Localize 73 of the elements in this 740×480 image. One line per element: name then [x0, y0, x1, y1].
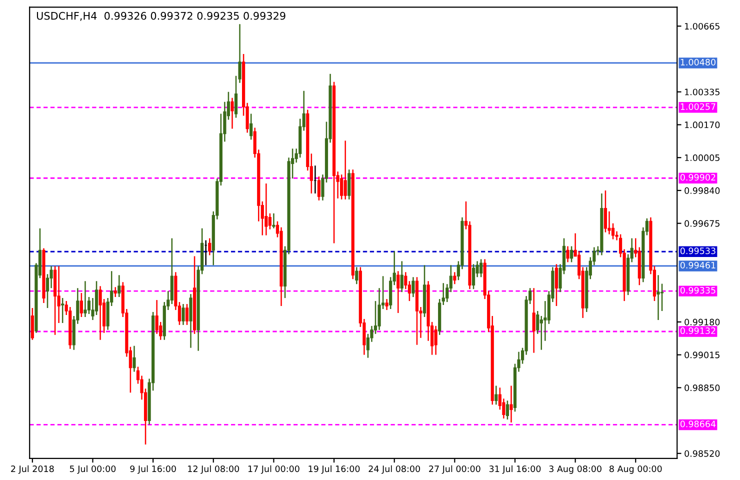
y-tick-label: 1.00005 [685, 154, 720, 162]
candlestick [660, 283, 664, 312]
x-tick-label: 19 Jul 16:00 [308, 465, 360, 474]
candlestick [268, 212, 272, 230]
candlestick [185, 303, 189, 326]
candlestick [554, 264, 558, 307]
ref-line-label: 1.00480 [680, 58, 716, 66]
x-tick-label: 9 Jul 16:00 [130, 465, 176, 474]
candlestick [80, 292, 83, 318]
candlestick [385, 298, 388, 311]
candlestick [94, 280, 98, 316]
candlestick [453, 272, 456, 285]
chart-title: USDCHF,H4 0.99326 0.99372 0.99235 0.99329 [36, 12, 286, 21]
y-tick-label: 0.99840 [684, 187, 720, 194]
y-tick-label: 1.00170 [685, 122, 720, 128]
candlestick [570, 246, 574, 263]
candlestick [230, 97, 234, 130]
candlestick [536, 310, 540, 335]
x-tick-label: 31 Jul 16:00 [489, 465, 541, 474]
x-tick-label: 27 Jul 00:00 [429, 465, 480, 474]
ref-line-label: 0.99902 [680, 174, 716, 181]
candlestick [132, 345, 136, 372]
candlestick [189, 293, 192, 348]
candlestick [566, 246, 570, 263]
y-tick-label: 0.99675 [684, 220, 720, 227]
y-tick-label: 0.98850 [684, 384, 720, 392]
y-tick-label: 0.99015 [684, 352, 720, 358]
candlestick [250, 113, 253, 140]
candlestick [208, 238, 212, 256]
candlestick [355, 266, 358, 285]
x-tick-label: 5 Jul 00:00 [70, 465, 116, 474]
candlestick [344, 140, 347, 200]
candlestick [396, 270, 400, 314]
candlestick [30, 307, 34, 340]
y-tick-label: 1.00335 [685, 88, 720, 96]
candlestick [264, 182, 268, 236]
candlestick [317, 176, 320, 202]
candlestick [348, 168, 351, 200]
x-tick-label: 3 Aug 08:00 [549, 466, 602, 474]
x-tick-label: 2 Jul 2018 [11, 465, 54, 474]
candlestick [604, 190, 608, 233]
candlestick [434, 325, 438, 356]
candlestick [412, 276, 415, 298]
candlestick [404, 272, 408, 290]
ref-line-label: 0.99461 [680, 262, 716, 269]
candlestick [506, 400, 509, 420]
candlestick [98, 285, 102, 340]
candlestick [84, 280, 87, 318]
candlestick [510, 385, 513, 424]
candlestick [57, 266, 60, 324]
candlestick [182, 303, 185, 326]
y-tick-label: 1.00665 [685, 22, 720, 30]
ref-line-label: 0.99335 [680, 286, 716, 294]
candlestick [118, 274, 121, 298]
ref-line-label: 0.98664 [680, 420, 716, 428]
candlestick [400, 260, 404, 293]
ref-line-label: 0.99132 [680, 327, 716, 334]
candlestick [480, 258, 483, 278]
y-tick-label: 0.98520 [684, 450, 720, 457]
x-tick-label: 12 Jul 08:00 [188, 465, 240, 474]
candlestick [532, 287, 536, 354]
candlestick [114, 286, 117, 298]
x-tick-label: 24 Jul 08:00 [368, 465, 420, 474]
candlestick [656, 274, 660, 321]
x-tick-label: 8 Aug 00:00 [610, 466, 662, 474]
y-tick-label: 0.99180 [684, 318, 720, 326]
candlestick [61, 297, 64, 324]
candlestick [472, 264, 476, 290]
x-tick-label: 17 Jul 00:00 [248, 465, 300, 474]
ref-line-label: 0.99533 [680, 248, 716, 254]
candlestick [494, 385, 498, 406]
candlestick [272, 212, 276, 229]
ref-line-label: 1.00257 [680, 103, 716, 110]
